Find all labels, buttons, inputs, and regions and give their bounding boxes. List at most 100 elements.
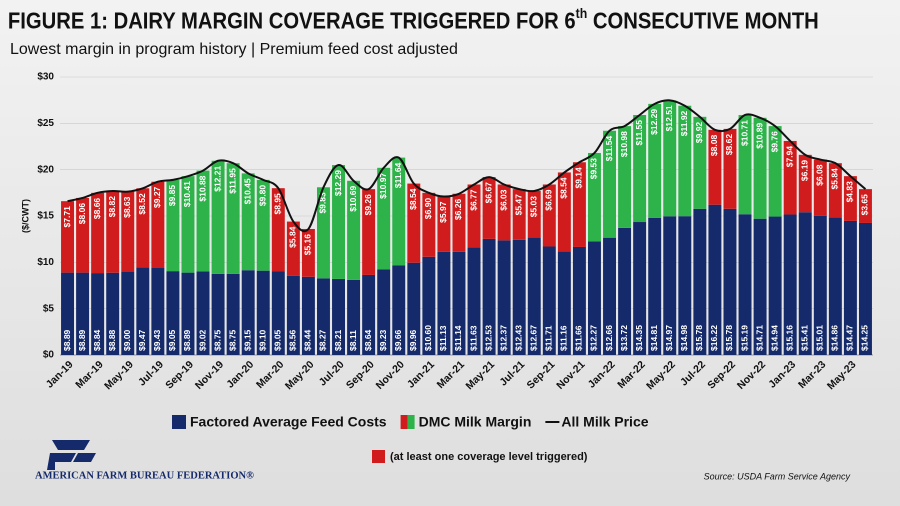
- bar-segment: [738, 114, 752, 215]
- value-label: $12.29: [649, 109, 659, 135]
- value-label: $15.01: [815, 325, 825, 351]
- value-label: $5.84: [830, 168, 840, 190]
- value-label: $10.41: [182, 181, 192, 207]
- legend-swatch: [400, 415, 408, 429]
- value-label: $8.89: [182, 329, 192, 351]
- value-label: $6.69: [544, 189, 554, 211]
- bar-segment: [542, 184, 556, 247]
- bar-segment: [226, 273, 240, 355]
- value-label: $11.54: [604, 135, 614, 161]
- subtitle: Lowest margin in program history | Premi…: [10, 41, 458, 58]
- value-label: $5.03: [529, 196, 539, 218]
- value-label: $9.43: [152, 329, 162, 351]
- value-label: $8.95: [273, 193, 283, 215]
- value-label: $14.47: [845, 325, 855, 351]
- value-label: $6.19: [800, 160, 810, 182]
- value-label: $9.02: [197, 329, 207, 351]
- bar-segment: [316, 278, 330, 355]
- bar-segment: [347, 180, 361, 280]
- value-label: $12.67: [529, 325, 539, 351]
- value-label: $9.05: [167, 329, 177, 351]
- value-label: $10.97: [378, 173, 388, 199]
- bar-segment: [316, 187, 330, 279]
- bar-segment: [106, 190, 120, 273]
- value-label: $8.75: [227, 329, 237, 351]
- value-label: $14.98: [679, 325, 689, 351]
- legend-label: Factored Average Feed Costs: [190, 414, 387, 430]
- bar-segment: [91, 273, 105, 355]
- value-label: $12.37: [498, 325, 508, 351]
- value-label: $11.92: [679, 110, 689, 136]
- bar-segment: [241, 173, 255, 271]
- value-label: $14.81: [649, 325, 659, 351]
- bar-segment: [708, 129, 722, 205]
- value-label: $8.84: [92, 329, 102, 351]
- bar-segment: [392, 157, 406, 266]
- legend-swatch: [172, 415, 186, 429]
- value-label: $9.47: [137, 329, 147, 351]
- value-label: $8.21: [333, 329, 343, 351]
- bar-segment: [151, 267, 165, 355]
- y-tick-label: $30: [37, 72, 54, 83]
- value-label: $11.64: [393, 162, 403, 188]
- bar-segment: [467, 184, 481, 248]
- value-label: $6.67: [483, 182, 493, 204]
- bar-segment: [618, 227, 632, 355]
- bar-segment: [603, 130, 617, 238]
- value-label: $14.94: [769, 325, 779, 351]
- value-label: $10.45: [242, 178, 252, 204]
- value-label: $8.54: [408, 188, 418, 210]
- value-label: $6.77: [468, 189, 478, 211]
- bar-segment: [136, 188, 150, 268]
- value-label: $11.14: [453, 325, 463, 351]
- bar-segment: [407, 183, 421, 263]
- value-label: $6.03: [498, 189, 508, 211]
- bar-segment: [256, 270, 270, 355]
- bar-segment: [422, 256, 436, 355]
- bar-segment: [497, 240, 511, 355]
- value-label: $11.66: [574, 325, 584, 351]
- bar-segment: [587, 152, 601, 242]
- bar-segment: [76, 272, 90, 355]
- bar-segment: [482, 177, 496, 239]
- value-label: $12.29: [333, 170, 343, 196]
- bar-segment: [633, 114, 647, 223]
- bar-segment: [377, 167, 391, 270]
- bar-segment: [858, 222, 872, 355]
- bar-segment: [422, 192, 436, 257]
- bar-segment: [181, 176, 195, 273]
- bar-segment: [452, 251, 466, 355]
- bar-segment: [858, 189, 872, 223]
- bar-segment: [286, 275, 300, 355]
- value-label: $11.55: [634, 120, 644, 146]
- y-axis-label: ($/CWT): [20, 199, 30, 233]
- value-label: $9.15: [242, 329, 252, 351]
- bar-segment: [106, 272, 120, 355]
- bar-segment: [226, 163, 240, 274]
- bar-segment: [798, 212, 812, 355]
- value-label: $8.06: [77, 203, 87, 225]
- value-label: $5.97: [438, 201, 448, 223]
- bar-segment: [843, 176, 857, 221]
- bar-segment: [753, 117, 767, 219]
- bar-segment: [271, 271, 285, 355]
- bar-segment: [151, 181, 165, 268]
- bar-segment: [708, 204, 722, 355]
- value-label: $14.25: [860, 325, 870, 351]
- bar-segment: [572, 246, 586, 355]
- bar-segment: [377, 269, 391, 355]
- value-label: $11.71: [544, 325, 554, 351]
- value-label: $8.54: [559, 177, 569, 199]
- value-label: $9.23: [378, 329, 388, 351]
- value-label: $9.53: [589, 158, 599, 180]
- value-label: $10.60: [423, 325, 433, 351]
- value-label: $8.44: [303, 329, 313, 351]
- value-label: $10.71: [739, 120, 749, 146]
- bar-segment: [633, 222, 647, 355]
- bar-segment: [618, 126, 632, 228]
- value-label: $8.89: [62, 329, 72, 351]
- bar-segment: [76, 197, 90, 273]
- value-label: $14.86: [830, 325, 840, 351]
- bar-segment: [557, 172, 571, 252]
- source: Source: USDA Farm Service Agency: [704, 471, 851, 481]
